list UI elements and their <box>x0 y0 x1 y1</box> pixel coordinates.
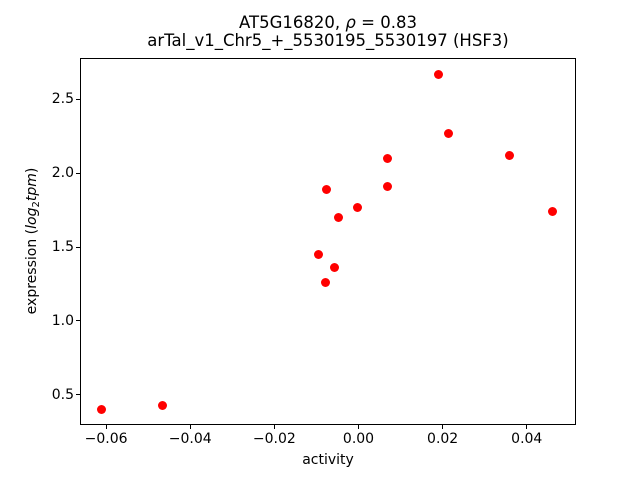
y-tick-mark <box>76 172 80 174</box>
data-point <box>157 400 167 410</box>
data-point <box>383 181 393 191</box>
x-tick-label: −0.04 <box>168 431 212 447</box>
data-point <box>314 249 324 259</box>
data-point <box>330 263 340 273</box>
y-tick-mark <box>76 394 80 396</box>
y-tick-label: 1.0 <box>51 312 74 329</box>
y-tick-label: 2.5 <box>51 91 74 108</box>
x-tick-label: 0.02 <box>427 431 459 447</box>
data-point <box>322 184 332 194</box>
y-tick-mark <box>76 246 80 248</box>
x-tick-mark <box>442 425 444 429</box>
data-point <box>443 128 453 138</box>
data-point <box>505 150 515 160</box>
chart-title-correlation: = 0.83 <box>355 13 417 32</box>
data-point <box>97 404 107 414</box>
data-point <box>382 153 392 163</box>
x-tick-mark <box>189 425 191 429</box>
data-point <box>547 207 557 217</box>
x-tick-label: 0.04 <box>511 431 543 447</box>
chart-title-line1: AT5G16820, ρ = 0.83 <box>80 14 576 32</box>
x-tick-mark <box>358 425 359 429</box>
y-tick-label: 2.0 <box>51 165 74 182</box>
y-axis-label-log: log <box>24 207 40 229</box>
x-tick-label: −0.06 <box>84 431 128 447</box>
data-point <box>352 202 362 212</box>
data-point <box>320 277 330 287</box>
y-tick-label: 1.5 <box>51 239 74 256</box>
rho-symbol: ρ <box>345 13 356 32</box>
y-tick-label: 0.5 <box>51 386 74 403</box>
chart-title: AT5G16820, ρ = 0.83 arTal_v1_Chr5_+_5530… <box>80 14 576 50</box>
x-tick-mark <box>105 425 107 429</box>
plot-area <box>80 58 576 425</box>
y-axis-label-subscript: 2 <box>31 201 42 208</box>
x-tick-mark <box>273 425 275 429</box>
x-tick-label: 0.00 <box>342 431 375 447</box>
chart-title-line2: arTal_v1_Chr5_+_5530195_5530197 (HSF3) <box>147 31 509 50</box>
y-tick-mark <box>76 320 80 322</box>
x-axis-label: activity <box>302 452 354 468</box>
y-tick-mark <box>76 98 80 100</box>
data-point <box>333 213 343 222</box>
chart-title-gene: AT5G16820, <box>239 13 346 32</box>
x-tick-label: −0.02 <box>252 431 296 447</box>
data-point <box>434 69 444 79</box>
x-tick-mark <box>526 425 528 429</box>
